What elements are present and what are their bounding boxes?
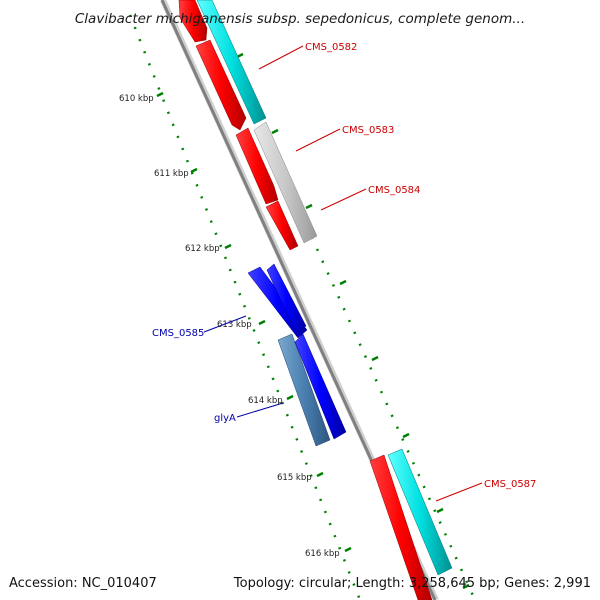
gene-block-cms0587-cyan[interactable] — [387, 448, 453, 576]
gene-block-cms0584[interactable] — [235, 127, 279, 205]
gene-features — [178, 0, 453, 600]
gene-block-red-top[interactable] — [178, 0, 208, 43]
gene-label-cms0587[interactable]: CMS_0587 — [484, 479, 536, 490]
gene-block-blue-2[interactable] — [266, 263, 307, 334]
label-leaders — [203, 45, 483, 502]
map-title: Clavibacter michiganensis subsp. sepedon… — [75, 11, 525, 27]
tick-label-611: 611 kbp — [154, 169, 189, 179]
gene-block-red-2[interactable] — [265, 200, 299, 251]
tick-label-613: 613 kbp — [217, 320, 252, 330]
tick-label-616: 616 kbp — [305, 549, 340, 559]
ruler-dots-inner — [128, 14, 362, 600]
gene-block-blue-3[interactable] — [294, 333, 347, 440]
gene-label-cms0584[interactable]: CMS_0584 — [368, 185, 420, 196]
tick-label-615: 615 kbp — [277, 473, 312, 483]
gene-block-cms0582[interactable] — [196, 0, 267, 125]
gene-block-glya[interactable] — [277, 333, 331, 447]
tick-label-612: 612 kbp — [185, 244, 220, 254]
gene-block-red-1[interactable] — [195, 39, 247, 131]
accession-text: Accession: NC_010407 — [9, 576, 157, 591]
gene-label-cms0582[interactable]: CMS_0582 — [305, 42, 357, 53]
summary-text: Topology: circular; Length: 3,258,645 bp… — [233, 576, 591, 591]
ruler-ticks-outer — [236, 52, 470, 590]
gene-block-cms0587-red[interactable] — [369, 454, 433, 600]
gene-block-cms0583[interactable] — [253, 121, 318, 244]
gene-label-glya[interactable]: glyA — [214, 413, 236, 424]
gene-label-cms0585[interactable]: CMS_0585 — [152, 328, 204, 339]
gene-label-cms0583[interactable]: CMS_0583 — [342, 125, 394, 136]
tick-label-610: 610 kbp — [119, 94, 154, 104]
tick-label-614: 614 kbp — [248, 396, 283, 406]
ruler-ticks-inner — [156, 91, 352, 553]
